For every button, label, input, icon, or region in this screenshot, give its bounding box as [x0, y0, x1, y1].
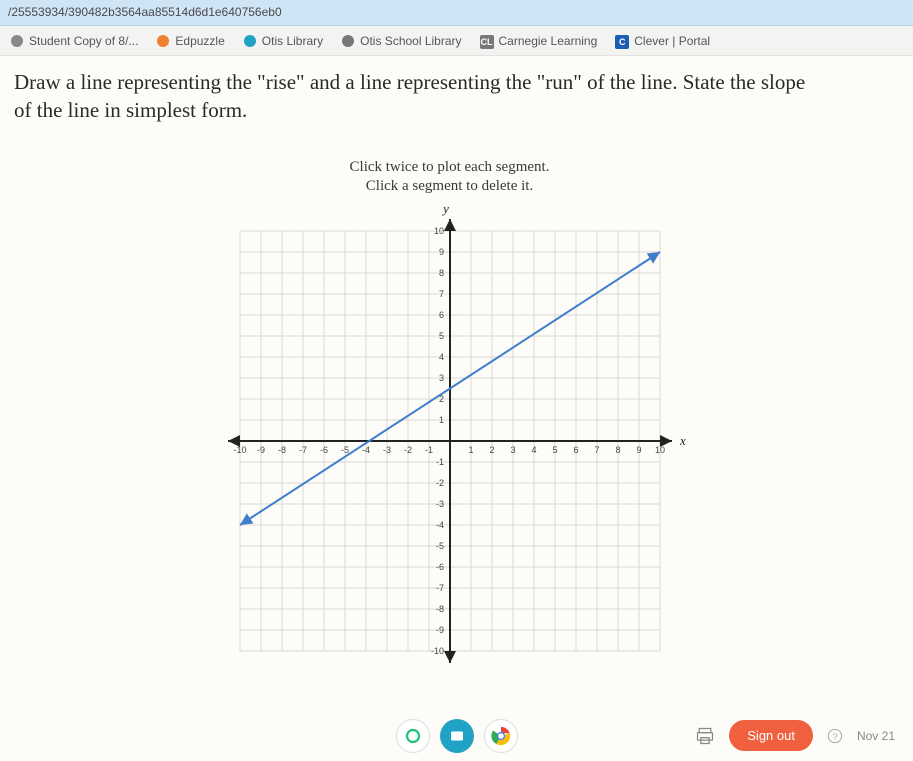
- y-tick-label: 10: [433, 226, 443, 236]
- bookmark-item[interactable]: Edpuzzle: [156, 34, 224, 48]
- bookmark-item[interactable]: Otis Library: [243, 34, 323, 48]
- bookmark-favicon: [341, 34, 355, 48]
- y-tick-label: 6: [438, 310, 443, 320]
- y-tick-label: -2: [435, 478, 443, 488]
- print-icon[interactable]: [695, 726, 715, 746]
- bottom-bar: Sign out ? Nov 21: [695, 720, 895, 751]
- y-tick-label: -5: [435, 541, 443, 551]
- y-tick-label: -9: [435, 625, 443, 635]
- question-text: Draw a line representing the "rise" and …: [14, 68, 885, 125]
- app-launcher: [396, 719, 518, 753]
- question-line-1: Draw a line representing the "rise" and …: [14, 70, 805, 94]
- bookmark-item[interactable]: Otis School Library: [341, 34, 461, 48]
- url-text: /25553934/390482b3564aa85514d6d1e640756e…: [8, 5, 282, 19]
- graph-instructions: Click twice to plot each segment. Click …: [14, 159, 885, 195]
- x-tick-label: 3: [510, 445, 515, 455]
- question-line-2: of the line in simplest form.: [14, 98, 247, 122]
- line-arrow: [240, 513, 253, 525]
- bookmark-favicon: [156, 34, 170, 48]
- bookmark-label: Otis Library: [262, 34, 323, 48]
- bookmark-favicon: [243, 34, 257, 48]
- date-label: Nov 21: [857, 729, 895, 743]
- line-arrow: [646, 252, 659, 264]
- x-tick-label: -2: [403, 445, 411, 455]
- axis-arrow: [444, 651, 456, 663]
- x-tick-label: -9: [256, 445, 264, 455]
- y-tick-label: -10: [430, 646, 443, 656]
- y-tick-label: -6: [435, 562, 443, 572]
- coordinate-graph[interactable]: 10987654321-1-2-3-4-5-6-7-8-9-1012345678…: [210, 201, 690, 681]
- x-tick-label: -8: [277, 445, 285, 455]
- bookmark-label: Carnegie Learning: [499, 34, 598, 48]
- bookmark-label: Student Copy of 8/...: [29, 34, 138, 48]
- launcher-icon-1[interactable]: [396, 719, 430, 753]
- x-tick-label: 9: [636, 445, 641, 455]
- bookmark-label: Edpuzzle: [175, 34, 224, 48]
- x-tick-label: -5: [340, 445, 348, 455]
- graph-container: 10987654321-1-2-3-4-5-6-7-8-9-1012345678…: [14, 201, 885, 681]
- instruction-line-1: Click twice to plot each segment.: [14, 159, 885, 176]
- x-axis-label: x: [679, 433, 686, 448]
- x-tick-label: 1: [468, 445, 473, 455]
- launcher-icon-2[interactable]: [440, 719, 474, 753]
- bookmark-item[interactable]: C Clever | Portal: [615, 34, 710, 48]
- x-tick-label: 4: [531, 445, 536, 455]
- instruction-line-2: Click a segment to delete it.: [14, 178, 885, 195]
- bookmark-label: Otis School Library: [360, 34, 461, 48]
- bookmark-favicon: CL: [480, 34, 494, 48]
- bookmark-item[interactable]: CL Carnegie Learning: [480, 34, 598, 48]
- axis-arrow: [444, 219, 456, 231]
- x-tick-label: 2: [489, 445, 494, 455]
- bookmark-item[interactable]: Student Copy of 8/...: [10, 34, 138, 48]
- x-tick-label: -1: [424, 445, 432, 455]
- y-tick-label: -8: [435, 604, 443, 614]
- x-tick-label: -3: [382, 445, 390, 455]
- y-tick-label: -4: [435, 520, 443, 530]
- svg-text:?: ?: [833, 731, 838, 741]
- y-tick-label: 3: [438, 373, 443, 383]
- bookmark-favicon: C: [615, 34, 629, 48]
- y-tick-label: 4: [438, 352, 443, 362]
- y-tick-label: 5: [438, 331, 443, 341]
- y-tick-label: -1: [435, 457, 443, 467]
- x-tick-label: 8: [615, 445, 620, 455]
- bookmarks-bar: Student Copy of 8/... Edpuzzle Otis Librar…: [0, 26, 913, 56]
- x-tick-label: 6: [573, 445, 578, 455]
- content-area: Draw a line representing the "rise" and …: [0, 56, 913, 681]
- y-axis-label: y: [441, 201, 449, 216]
- y-tick-label: 9: [438, 247, 443, 257]
- y-tick-label: 7: [438, 289, 443, 299]
- url-bar: /25553934/390482b3564aa85514d6d1e640756e…: [0, 0, 913, 26]
- x-tick-label: 7: [594, 445, 599, 455]
- sign-out-button[interactable]: Sign out: [729, 720, 813, 751]
- x-tick-label: -6: [319, 445, 327, 455]
- y-tick-label: -3: [435, 499, 443, 509]
- x-tick-label: -10: [233, 445, 246, 455]
- x-tick-label: -4: [361, 445, 369, 455]
- y-tick-label: 1: [438, 415, 443, 425]
- y-tick-label: -7: [435, 583, 443, 593]
- chrome-icon[interactable]: [484, 719, 518, 753]
- bookmark-favicon: [10, 34, 24, 48]
- bookmark-label: Clever | Portal: [634, 34, 710, 48]
- y-tick-label: 8: [438, 268, 443, 278]
- x-tick-label: 10: [654, 445, 664, 455]
- x-tick-label: -7: [298, 445, 306, 455]
- help-icon[interactable]: ?: [827, 728, 843, 744]
- x-tick-label: 5: [552, 445, 557, 455]
